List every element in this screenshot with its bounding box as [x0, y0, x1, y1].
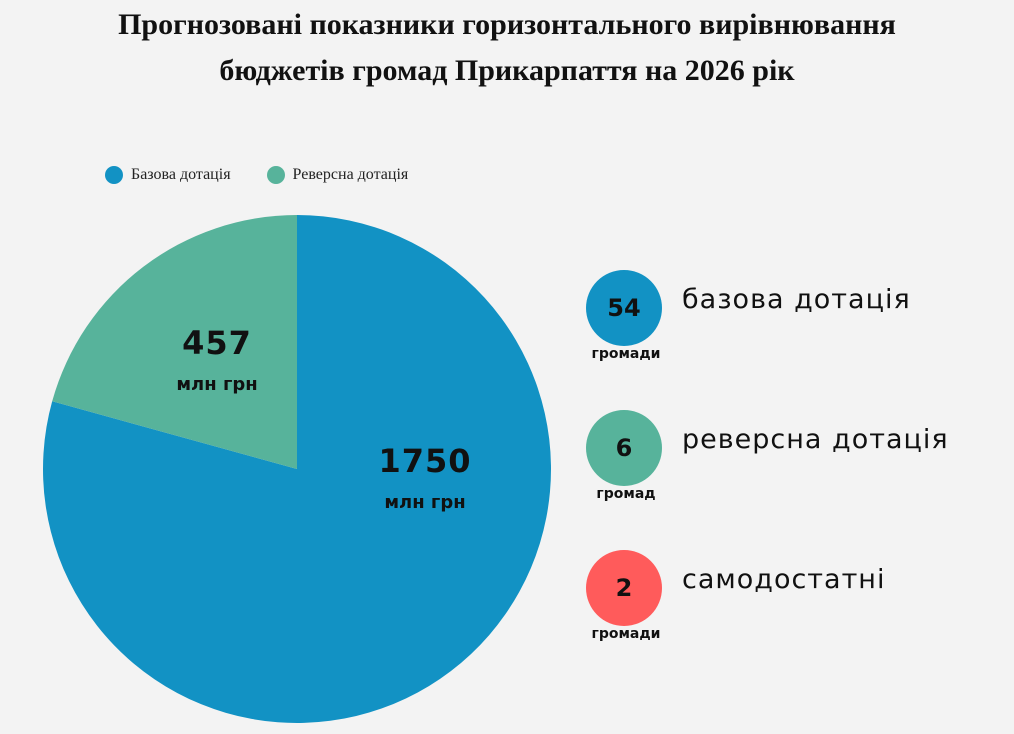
stat-label-self-sufficient: самодостатні	[682, 564, 886, 595]
legend-item-reverse: Реверсна дотація	[266, 166, 409, 184]
slice-unit-label-base: млн грн	[384, 492, 465, 513]
stat-number-circle-reverse: 6	[586, 410, 662, 486]
stat-reverse-subsidy: 6 громад реверсна дотація	[586, 410, 1006, 520]
legend-label-reverse: Реверсна дотація	[292, 166, 409, 183]
stat-number-circle-base: 54	[586, 270, 662, 346]
stat-unit-self-sufficient: громади	[591, 626, 661, 642]
stat-label-base: базова дотація	[682, 284, 911, 315]
pie-slice-base	[42, 215, 552, 723]
stat-base-subsidy: 54 громади базова дотація	[586, 270, 1006, 380]
legend-swatch-reverse	[266, 166, 285, 184]
chart-title: Прогнозовані показники горизонтального в…	[0, 0, 1014, 94]
slice-value-label-reverse: 457	[182, 324, 252, 362]
stat-unit-base: громади	[591, 346, 661, 362]
stat-self-sufficient: 2 громади самодостатні	[586, 550, 1006, 660]
legend-item-base: Базова дотація	[105, 166, 231, 184]
slice-value-label-base: 1750	[378, 442, 471, 480]
legend-label-base: Базова дотація	[131, 166, 231, 183]
chart-title-line-2: бюджетів громад Прикарпаття на 2026 рік	[219, 54, 795, 87]
stat-label-reverse: реверсна дотація	[682, 424, 949, 455]
pie-slice-reverse	[52, 215, 298, 469]
chart-legend: Базова дотація Реверсна дотація	[105, 166, 408, 184]
stat-number-circle-self-sufficient: 2	[586, 550, 662, 626]
chart-title-line-1: Прогнозовані показники горизонтального в…	[118, 8, 896, 41]
slice-unit-label-reverse: млн грн	[176, 374, 257, 395]
stat-unit-reverse: громад	[596, 486, 656, 502]
legend-swatch-base	[105, 166, 123, 184]
